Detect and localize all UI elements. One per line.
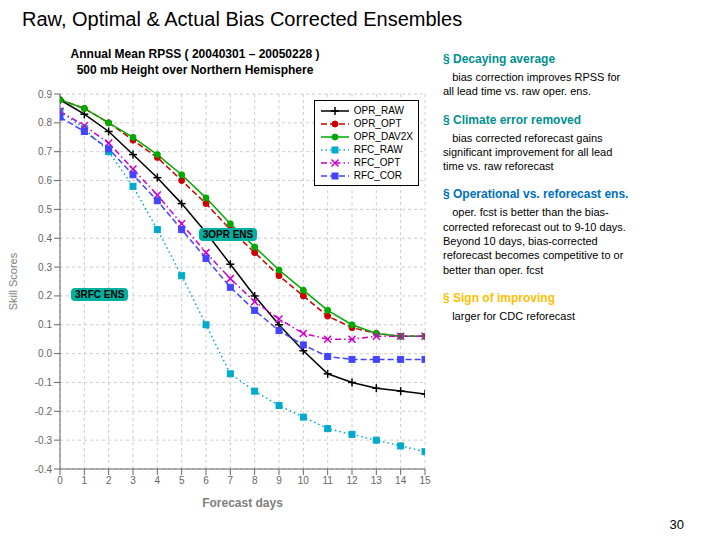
svg-text:0.4: 0.4 xyxy=(38,233,52,244)
svg-text:0: 0 xyxy=(57,475,63,486)
svg-text:0.0: 0.0 xyxy=(38,348,52,359)
svg-text:0.3: 0.3 xyxy=(38,262,52,273)
html-text:§ Climate error removed: § Climate error removed xyxy=(443,112,582,127)
html-text:§ Decaying average: § Decaying average xyxy=(443,52,556,66)
svg-text:0.6: 0.6 xyxy=(38,175,52,186)
html-text:RFC_COR: RFC_COR xyxy=(353,170,402,181)
svg-text:0.7: 0.7 xyxy=(38,146,52,157)
svg-text:3: 3 xyxy=(130,475,136,486)
html-text:OPR_OPT: OPR_OPT xyxy=(353,118,402,129)
svg-text:11: 11 xyxy=(322,475,333,486)
html-text:§ Operational vs. reforecast e: § Operational vs. reforecast ens. xyxy=(443,187,629,202)
svg-text:10: 10 xyxy=(298,475,310,486)
svg-text:12: 12 xyxy=(346,475,358,486)
svg-text:Forecast days: Forecast days xyxy=(202,496,283,510)
svg-text:Skill Scores: Skill Scores xyxy=(8,252,19,310)
html-text:Raw, Optimal & Actual Bias Cor: Raw, Optimal & Actual Bias Corrected Ens… xyxy=(22,8,463,30)
svg-text:-0.4: -0.4 xyxy=(35,464,53,475)
svg-text:6: 6 xyxy=(203,475,209,486)
svg-text:-0.2: -0.2 xyxy=(35,406,53,417)
svg-text:-0.1: -0.1 xyxy=(35,377,53,388)
svg-text:0.2: 0.2 xyxy=(38,290,52,301)
html-text:oper. fcst is better than the: oper. fcst is better than the bias- corr… xyxy=(443,206,626,276)
svg-text:0.5: 0.5 xyxy=(38,204,52,215)
svg-text:0.1: 0.1 xyxy=(38,319,52,330)
html-text:RFC_RAW: RFC_RAW xyxy=(353,144,403,155)
svg-text:14: 14 xyxy=(395,475,407,486)
svg-text:4: 4 xyxy=(155,475,161,486)
html-text:larger for CDC reforecast: larger for CDC reforecast xyxy=(443,310,575,322)
svg-text:1: 1 xyxy=(82,475,88,486)
svg-text:7: 7 xyxy=(228,475,234,486)
html-text:RFC_OPT: RFC_OPT xyxy=(353,157,401,168)
html-text:30: 30 xyxy=(669,517,684,532)
svg-text:15: 15 xyxy=(419,475,431,486)
svg-text:0.8: 0.8 xyxy=(38,117,52,128)
html-text:OPR_DAV2X: OPR_DAV2X xyxy=(353,131,413,142)
svg-text:9: 9 xyxy=(276,475,282,486)
svg-text:13: 13 xyxy=(371,475,383,486)
svg-text:8: 8 xyxy=(252,475,258,486)
svg-text:-0.3: -0.3 xyxy=(35,435,53,446)
html-text:Annual Mean RPSS ( 20040301 –: Annual Mean RPSS ( 20040301 – 20050228 ) xyxy=(70,47,320,61)
svg-text:0.9: 0.9 xyxy=(38,89,52,100)
html-text:3OPR ENS: 3OPR ENS xyxy=(202,229,254,240)
svg-text:5: 5 xyxy=(179,475,185,486)
html-text:OPR_RAW: OPR_RAW xyxy=(353,105,404,116)
html-text:500 mb Height over Northern He: 500 mb Height over Northern Hemisphere xyxy=(76,63,314,77)
html-text:bias correction improves RPSS: bias correction improves RPSS for all le… xyxy=(443,71,621,98)
html-text:§ Sign of improving: § Sign of improving xyxy=(443,291,555,305)
svg-text:2: 2 xyxy=(106,475,112,486)
html-text:3RFC ENS: 3RFC ENS xyxy=(74,289,125,300)
html-text:bias corrected reforecast gain: bias corrected reforecast gains signific… xyxy=(443,131,613,173)
